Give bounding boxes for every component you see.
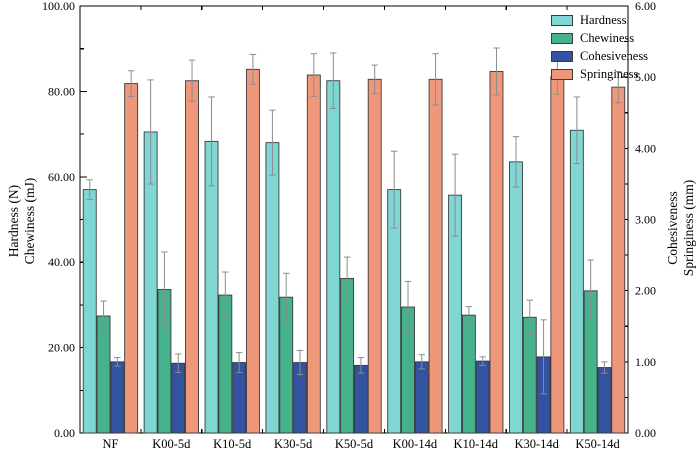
- chart-legend: Hardness Chewiness Cohesiveness Springin…: [551, 11, 648, 83]
- y-left-tick-label: 20.00: [48, 341, 75, 355]
- legend-item-hardness: Hardness: [551, 11, 648, 29]
- chewiness-swatch-icon: [551, 32, 573, 44]
- bar-chewiness-k10-14d: [461, 314, 476, 434]
- y-right-tick-label: 3.00: [635, 213, 656, 227]
- bar-springiness-k10-5d: [245, 68, 260, 434]
- bar-springiness-k00-14d: [428, 78, 443, 434]
- x-tick-label-nf: NF: [102, 437, 118, 451]
- bar-hardness-k30-5d: [265, 142, 280, 434]
- legend-item-chewiness: Chewiness: [551, 29, 648, 47]
- legend-label: Hardness: [580, 12, 627, 27]
- y-left-tick-label: 100.00: [42, 0, 75, 13]
- bar-cohesiveness-k10-14d: [475, 360, 490, 434]
- x-tick-label-k00-5d: K00-5d: [152, 437, 191, 451]
- bar-springiness-k30-5d: [306, 74, 321, 434]
- y-left-tick-label: 80.00: [48, 84, 75, 98]
- bar-hardness-k50-5d: [326, 80, 341, 434]
- bar-springiness-k00-5d: [185, 80, 199, 434]
- y-right-tick-label: 4.00: [635, 141, 656, 155]
- right-y-axis-label-line2: Springiness (mm): [681, 179, 696, 277]
- x-tick-label-k10-14d: K10-14d: [454, 437, 499, 451]
- bar-cohesiveness-nf: [110, 361, 125, 434]
- legend-label: Springiness: [580, 66, 639, 81]
- x-tick-label-k00-14d: K00-14d: [393, 437, 438, 451]
- bar-springiness-k50-5d: [367, 78, 382, 434]
- y-right-tick-label: 2.00: [635, 284, 656, 298]
- bar-cohesiveness-k10-5d: [232, 362, 247, 434]
- bar-chewiness-nf: [96, 315, 111, 434]
- bar-springiness-k50-14d: [611, 86, 626, 434]
- x-tick-label-k50-14d: K50-14d: [575, 437, 620, 451]
- bar-springiness-nf: [124, 83, 139, 434]
- bar-cohesiveness-k00-14d: [414, 361, 429, 434]
- hardness-swatch-icon: [551, 14, 573, 26]
- y-left-tick-label: 40.00: [48, 255, 75, 269]
- x-tick-label-k30-14d: K30-14d: [514, 437, 559, 451]
- bar-chewiness-k50-5d: [340, 277, 355, 434]
- bar-cohesiveness-k00-5d: [171, 362, 186, 434]
- legend-item-springiness: Springiness: [551, 65, 648, 83]
- springiness-swatch-icon: [551, 68, 573, 80]
- y-right-tick-label: 6.00: [635, 0, 656, 13]
- y-left-tick-label: 0.00: [54, 426, 75, 440]
- legend-label: Cohesiveness: [580, 48, 649, 63]
- y-right-tick-label: 5.00: [635, 70, 656, 84]
- left-y-axis-label-line2: Chewiness (mJ): [22, 177, 37, 265]
- cohesiveness-swatch-icon: [551, 50, 573, 62]
- left-y-axis-label-line1: Hardness (N): [6, 184, 21, 258]
- x-tick-label-k50-5d: K50-5d: [335, 437, 374, 451]
- legend-item-cohesiveness: Cohesiveness: [551, 47, 648, 65]
- legend-label: Chewiness: [580, 30, 635, 45]
- bar-springiness-k10-14d: [489, 71, 504, 434]
- x-tick-label-k10-5d: K10-5d: [213, 437, 252, 451]
- left-y-axis-label: Hardness (N) Chewiness (mJ): [6, 178, 38, 265]
- y-right-tick-label: 1.00: [635, 355, 656, 369]
- bar-hardness-k50-14d: [569, 129, 584, 434]
- x-tick-label-k30-5d: K30-5d: [274, 437, 313, 451]
- bar-cohesiveness-k50-5d: [353, 364, 368, 434]
- right-y-axis-label-line1: Cohesiveness: [665, 191, 680, 265]
- bar-springiness-k30-14d: [550, 76, 565, 434]
- right-y-axis-label: Cohesiveness Springiness (mm): [665, 180, 697, 276]
- bar-hardness-k30-14d: [509, 161, 523, 434]
- y-right-tick-label: 0.00: [635, 426, 656, 440]
- y-left-tick-label: 60.00: [48, 170, 75, 184]
- bar-hardness-nf: [82, 189, 97, 434]
- bar-cohesiveness-k50-14d: [597, 367, 612, 434]
